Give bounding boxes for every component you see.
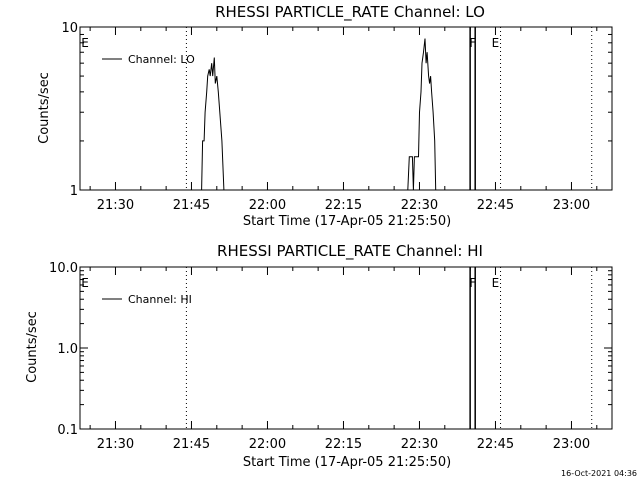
- lo-event-marker-2: E: [492, 36, 500, 50]
- lo-event-marker-0: E: [81, 36, 89, 50]
- hi-channel-panel: RHESSI PARTICLE_RATE Channel: HI Start T…: [25, 242, 613, 470]
- hi-x-axis-label: Start Time (17-Apr-05 21:25:50): [243, 455, 451, 470]
- hi-y-tick-label-0: 0.1: [57, 423, 78, 438]
- lo-series-line-0-0: [201, 57, 225, 191]
- lo-plot-frame: [79, 26, 613, 191]
- hi-legend-entry: Channel: HI: [128, 293, 192, 306]
- lo-series-line-0-1: [407, 38, 437, 191]
- lo-x-tick-label-2: 22:00: [249, 198, 286, 213]
- hi-plot-frame: [79, 266, 613, 430]
- lo-x-axis-label: Start Time (17-Apr-05 21:25:50): [243, 214, 451, 229]
- lo-y-tick-label-1: 10: [61, 21, 78, 36]
- lo-event-marker-1: F: [469, 36, 476, 50]
- hi-x-tick-label-0: 21:30: [97, 437, 134, 452]
- lo-x-tick-label-0: 21:30: [97, 198, 134, 213]
- hi-panel-title: RHESSI PARTICLE_RATE Channel: HI: [217, 242, 483, 261]
- hi-y-axis-label: Counts/sec: [25, 311, 40, 383]
- lo-legend-entry: Channel: LO: [128, 53, 195, 66]
- lo-y-tick-label-0: 1: [70, 184, 78, 199]
- hi-y-tick-label-1: 1.0: [57, 342, 78, 357]
- hi-x-tick-label-6: 23:00: [553, 437, 590, 452]
- hi-event-marker-0: E: [81, 276, 89, 290]
- hi-event-marker-2: E: [492, 276, 500, 290]
- hi-x-tick-label-1: 21:45: [173, 437, 210, 452]
- hi-x-tick-label-5: 22:45: [477, 437, 514, 452]
- lo-x-tick-label-3: 22:15: [325, 198, 362, 213]
- lo-x-tick-label-6: 23:00: [553, 198, 590, 213]
- hi-x-tick-label-2: 22:00: [249, 437, 286, 452]
- lo-panel-title: RHESSI PARTICLE_RATE Channel: LO: [215, 3, 485, 22]
- lo-y-axis-label: Counts/sec: [37, 72, 52, 144]
- lo-x-tick-label-5: 22:45: [477, 198, 514, 213]
- hi-x-tick-label-4: 22:30: [401, 437, 438, 452]
- lo-channel-panel: RHESSI PARTICLE_RATE Channel: LO Start T…: [37, 3, 613, 229]
- hi-event-marker-1: F: [469, 276, 476, 290]
- lo-x-tick-label-4: 22:30: [401, 198, 438, 213]
- hi-y-tick-label-2: 10.0: [49, 261, 78, 276]
- hi-x-tick-label-3: 22:15: [325, 437, 362, 452]
- lo-x-tick-label-1: 21:45: [173, 198, 210, 213]
- timestamp-label: 16-Oct-2021 04:36: [561, 469, 637, 478]
